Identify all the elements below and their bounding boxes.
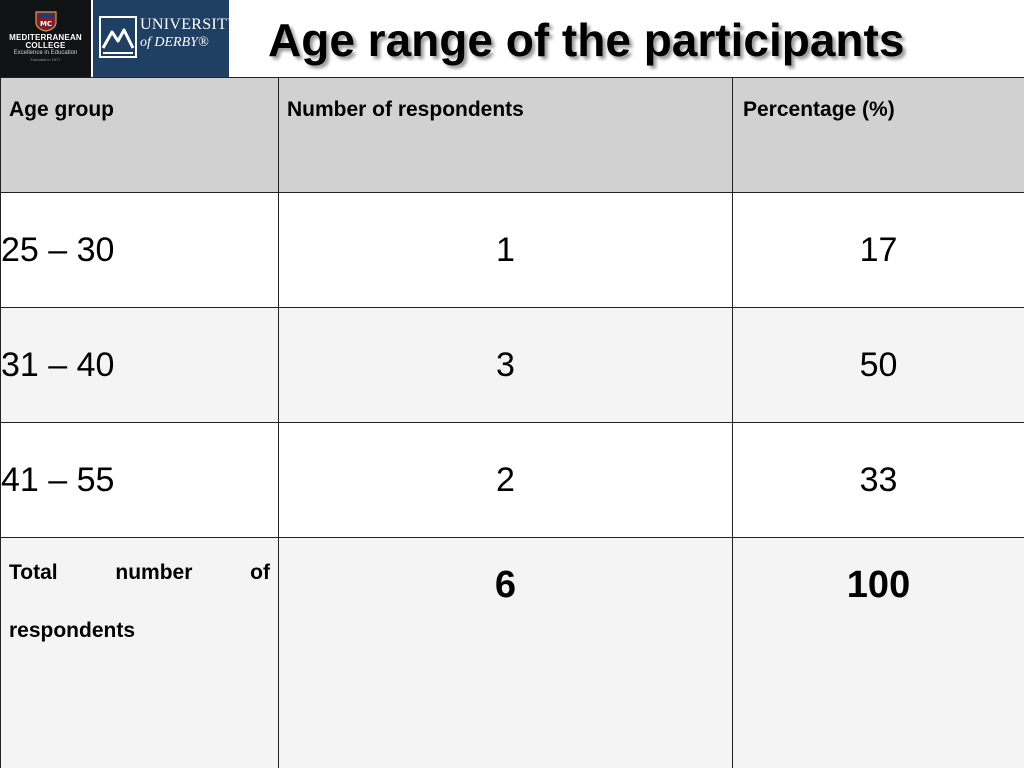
age-range-table: Age group Number of respondents Percenta… <box>0 77 1024 768</box>
university-of-derby-logo: UNIVERSITY of DERBY® <box>93 0 239 78</box>
table-total-row: Total number of respondents 6 100 <box>0 537 1024 768</box>
total-respondents-cell: 6 <box>278 537 733 768</box>
svg-text:MC: MC <box>39 20 51 28</box>
slide-title: Age range of the participants <box>268 14 905 66</box>
percentage-cell: 17 <box>732 192 1024 308</box>
percentage-cell: 50 <box>732 307 1024 423</box>
table-header-row: Age group Number of respondents Percenta… <box>0 77 1024 193</box>
respondents-cell: 1 <box>278 192 733 308</box>
respondents-cell: 3 <box>278 307 733 423</box>
college-name-line1: MEDITERRANEAN <box>9 33 82 42</box>
age-range-table-container: Age group Number of respondents Percenta… <box>0 77 1024 768</box>
column-header-age-group: Age group <box>0 77 279 193</box>
column-header-respondents: Number of respondents <box>278 77 733 193</box>
percentage-cell: 33 <box>732 422 1024 538</box>
age-group-cell: 25 – 30 <box>0 192 279 308</box>
college-name-line2: COLLEGE <box>25 41 66 50</box>
university-name: UNIVERSITY of DERBY® <box>140 16 239 52</box>
total-percentage-cell: 100 <box>732 537 1024 768</box>
table-row: 31 – 40 3 50 <box>0 307 1024 423</box>
total-label-cell: Total number of respondents <box>0 537 279 768</box>
age-group-cell: 41 – 55 <box>0 422 279 538</box>
college-crest-icon: MC <box>34 11 57 32</box>
college-tagline: Excellence in Education <box>13 50 78 56</box>
age-group-cell: 31 – 40 <box>0 307 279 423</box>
column-header-percentage: Percentage (%) <box>732 77 1024 193</box>
mountains-icon <box>99 16 137 58</box>
college-founded: Founded in 1977 <box>30 57 61 62</box>
university-name-line1: UNIVERSITY <box>140 16 239 33</box>
header: MC MEDITERRANEAN COLLEGE Excellence in E… <box>0 0 1024 78</box>
mediterranean-college-logo: MC MEDITERRANEAN COLLEGE Excellence in E… <box>0 0 91 78</box>
table-row: 41 – 55 2 33 <box>0 422 1024 538</box>
respondents-cell: 2 <box>278 422 733 538</box>
table-row: 25 – 30 1 17 <box>0 192 1024 308</box>
university-name-line2: of DERBY® <box>140 35 209 50</box>
